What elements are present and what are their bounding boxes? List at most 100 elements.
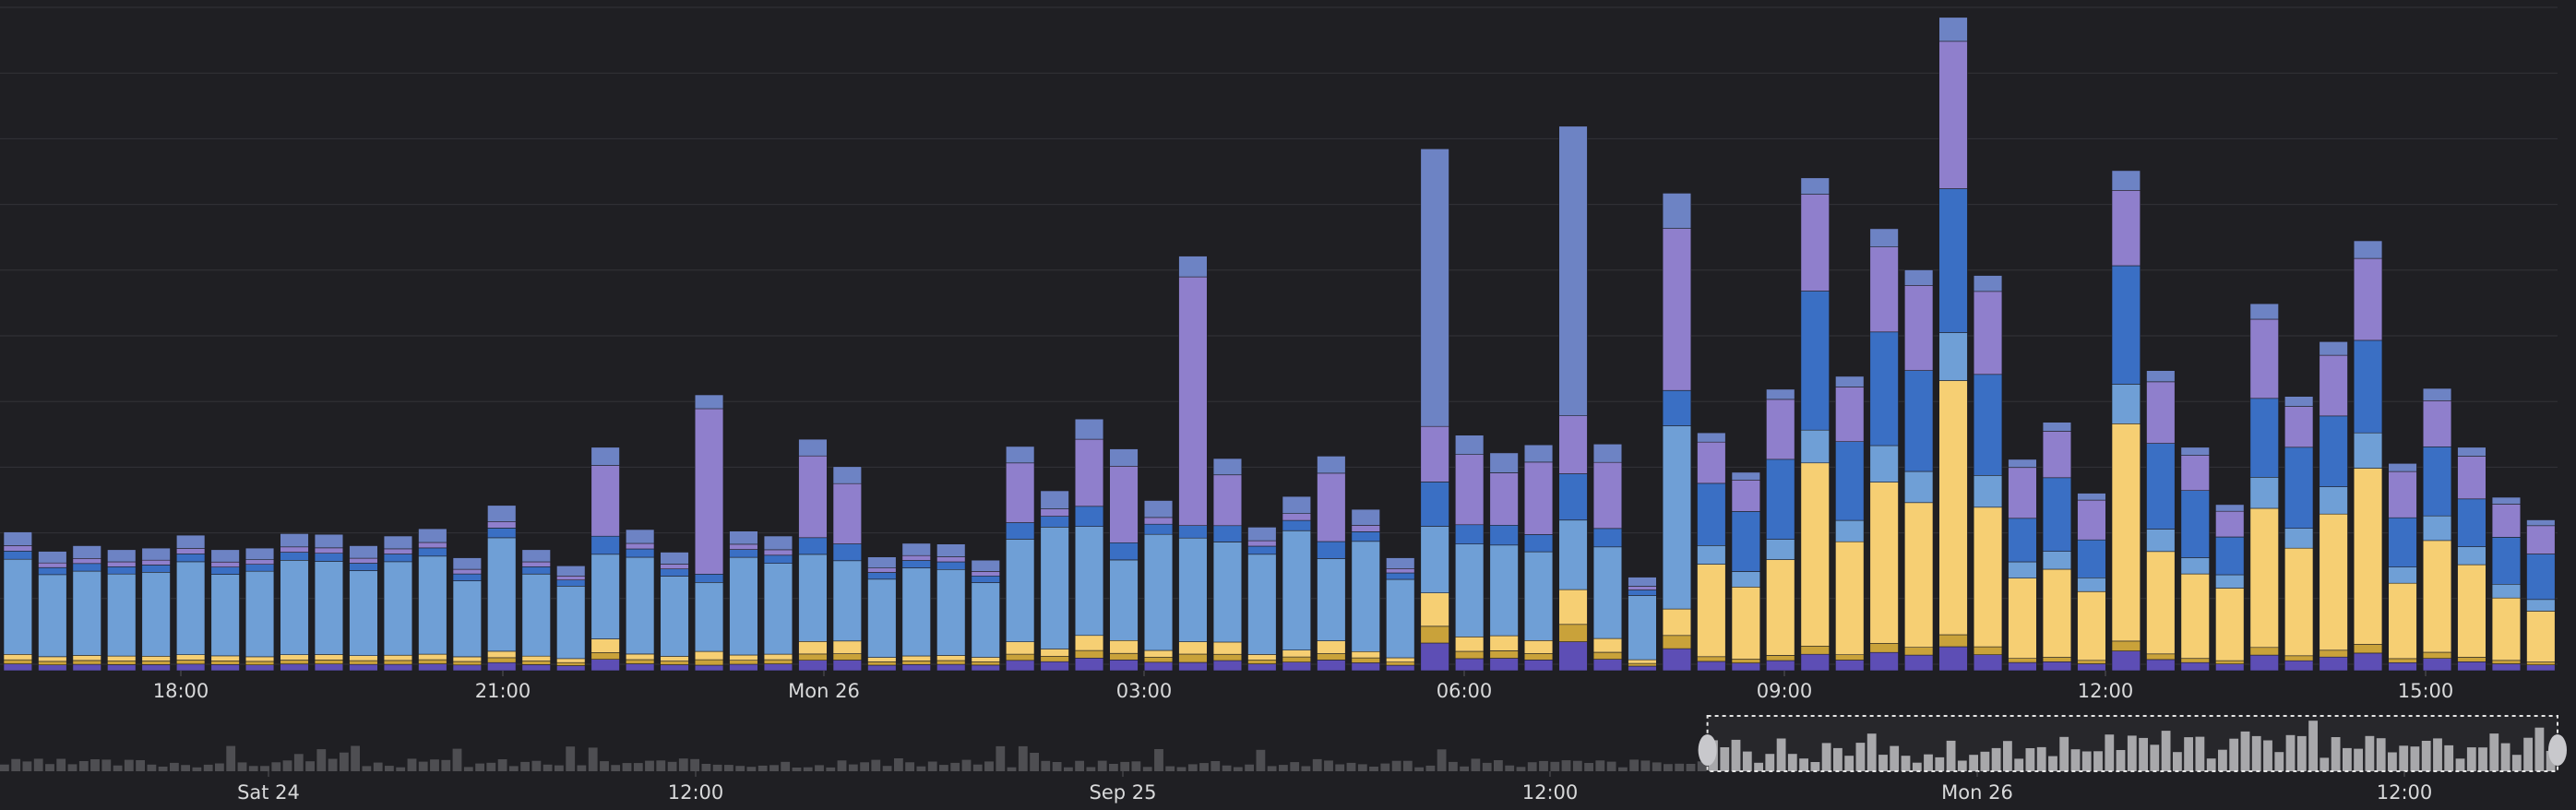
- bar-segment[interactable]: [2526, 599, 2556, 612]
- bar-segment[interactable]: [2388, 462, 2417, 472]
- bar-segment[interactable]: [418, 555, 447, 655]
- bar-segment[interactable]: [798, 537, 828, 555]
- bar-stack[interactable]: [1212, 458, 1243, 672]
- bar-segment[interactable]: [1489, 658, 1519, 672]
- bar-segment[interactable]: [798, 660, 828, 672]
- bar-segment[interactable]: [452, 656, 483, 662]
- bar-stack[interactable]: [487, 505, 517, 672]
- bar-segment[interactable]: [314, 553, 344, 562]
- bar-stack[interactable]: [1697, 432, 1726, 672]
- bar-segment[interactable]: [625, 663, 655, 672]
- bar-segment[interactable]: [1592, 528, 1623, 548]
- bar-segment[interactable]: [210, 663, 240, 672]
- bar-segment[interactable]: [1904, 502, 1934, 648]
- bar-stack[interactable]: [1178, 256, 1208, 672]
- bar-segment[interactable]: [2388, 661, 2417, 672]
- bar-segment[interactable]: [1869, 482, 1899, 644]
- bar-segment[interactable]: [1040, 508, 1069, 517]
- bar-segment[interactable]: [1282, 649, 1312, 658]
- bar-segment[interactable]: [1558, 125, 1588, 416]
- bar-segment[interactable]: [1351, 531, 1380, 542]
- bar-segment[interactable]: [349, 663, 378, 672]
- bar-segment[interactable]: [590, 659, 620, 672]
- bar-segment[interactable]: [1178, 525, 1208, 539]
- bar-stack[interactable]: [2042, 422, 2072, 672]
- bar-stack[interactable]: [2008, 459, 2037, 672]
- bar-segment[interactable]: [141, 565, 171, 573]
- bar-segment[interactable]: [1628, 590, 1657, 596]
- bar-stack[interactable]: [556, 565, 586, 672]
- bar-segment[interactable]: [2146, 529, 2176, 553]
- bar-segment[interactable]: [2388, 471, 2417, 518]
- bar-segment[interactable]: [1247, 654, 1277, 661]
- bar-segment[interactable]: [383, 535, 413, 550]
- bar-segment[interactable]: [1282, 495, 1312, 514]
- bar-segment[interactable]: [383, 561, 413, 656]
- bar-segment[interactable]: [1282, 513, 1312, 521]
- bar-segment[interactable]: [1212, 474, 1243, 527]
- bar-segment[interactable]: [383, 554, 413, 563]
- bar-segment[interactable]: [1489, 472, 1519, 526]
- bar-segment[interactable]: [521, 573, 551, 657]
- bar-segment[interactable]: [418, 528, 447, 543]
- bar-segment[interactable]: [1523, 534, 1554, 553]
- bar-segment[interactable]: [107, 664, 137, 672]
- bar-stack[interactable]: [1973, 275, 2003, 672]
- bar-segment[interactable]: [2457, 447, 2487, 457]
- bar-segment[interactable]: [901, 554, 931, 561]
- bar-segment[interactable]: [2319, 656, 2348, 672]
- bar-segment[interactable]: [936, 543, 966, 557]
- bar-segment[interactable]: [590, 447, 620, 466]
- bar-stack[interactable]: [867, 556, 897, 672]
- bar-segment[interactable]: [971, 559, 1000, 572]
- bar-segment[interactable]: [1074, 526, 1104, 637]
- bar-stack[interactable]: [452, 557, 483, 672]
- bar-segment[interactable]: [2319, 354, 2348, 417]
- bar-segment[interactable]: [1247, 659, 1277, 664]
- bar-segment[interactable]: [2249, 476, 2279, 509]
- bar-segment[interactable]: [2457, 456, 2487, 500]
- bar-stack[interactable]: [72, 545, 101, 672]
- bar-segment[interactable]: [1697, 441, 1726, 484]
- bar-segment[interactable]: [2457, 661, 2487, 672]
- bar-segment[interactable]: [936, 655, 966, 661]
- bar-segment[interactable]: [2111, 650, 2141, 672]
- bar-segment[interactable]: [971, 575, 1000, 583]
- bar-segment[interactable]: [72, 545, 101, 559]
- bar-segment[interactable]: [2146, 443, 2176, 530]
- bar-segment[interactable]: [1592, 546, 1623, 639]
- bar-segment[interactable]: [556, 658, 586, 663]
- bar-stack[interactable]: [832, 466, 863, 672]
- bar-stack[interactable]: [2526, 519, 2556, 672]
- bar-stack[interactable]: [901, 542, 931, 672]
- navigator-selection[interactable]: [1706, 715, 2559, 772]
- bar-segment[interactable]: [2388, 566, 2417, 584]
- bar-segment[interactable]: [2008, 661, 2037, 672]
- bar-segment[interactable]: [2284, 547, 2314, 657]
- bar-segment[interactable]: [2180, 573, 2210, 659]
- bar-segment[interactable]: [3, 659, 33, 664]
- bar-segment[interactable]: [1006, 660, 1035, 672]
- bar-segment[interactable]: [1697, 482, 1726, 546]
- bar-segment[interactable]: [1109, 542, 1139, 561]
- bar-stack[interactable]: [2319, 340, 2348, 672]
- bar-segment[interactable]: [38, 661, 67, 666]
- bar-segment[interactable]: [1455, 454, 1485, 526]
- bar-segment[interactable]: [2146, 370, 2176, 383]
- bar-stack[interactable]: [1904, 269, 1934, 672]
- bar-stack[interactable]: [210, 549, 240, 672]
- bar-segment[interactable]: [1489, 452, 1519, 473]
- bar-segment[interactable]: [2491, 663, 2522, 672]
- bar-segment[interactable]: [625, 548, 655, 558]
- bar-segment[interactable]: [1800, 645, 1830, 655]
- bar-segment[interactable]: [2353, 240, 2383, 259]
- bar-segment[interactable]: [2111, 384, 2141, 424]
- bar-segment[interactable]: [2215, 504, 2245, 512]
- bar-segment[interactable]: [244, 559, 275, 566]
- bar-segment[interactable]: [383, 663, 413, 672]
- bar-segment[interactable]: [1523, 461, 1554, 535]
- bar-segment[interactable]: [244, 564, 275, 572]
- bar-stack[interactable]: [1558, 125, 1588, 672]
- bar-segment[interactable]: [210, 566, 240, 575]
- bar-segment[interactable]: [314, 659, 344, 664]
